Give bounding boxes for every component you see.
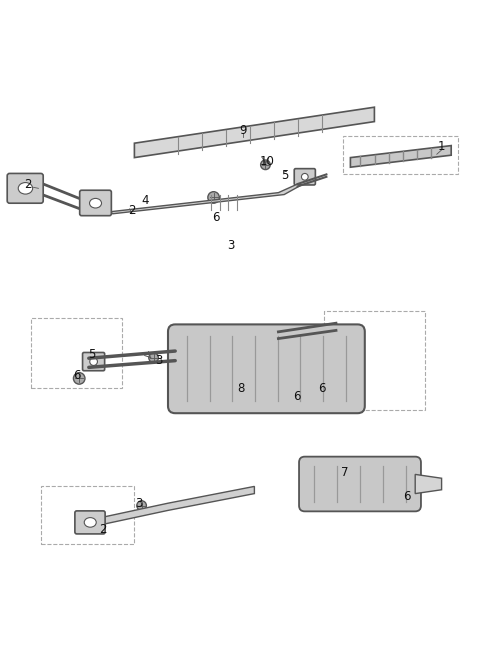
Text: 2: 2 [99,523,107,536]
Circle shape [301,173,308,180]
Circle shape [289,390,301,401]
Text: 8: 8 [237,382,245,395]
FancyBboxPatch shape [168,325,365,413]
Circle shape [208,192,219,203]
Text: 6: 6 [73,369,81,382]
Ellipse shape [18,182,33,194]
FancyBboxPatch shape [294,169,315,185]
Text: 6: 6 [293,390,300,403]
Circle shape [103,195,108,201]
FancyBboxPatch shape [75,511,105,534]
Ellipse shape [84,518,96,527]
Circle shape [33,179,39,186]
Text: 6: 6 [403,491,411,503]
Text: 1: 1 [438,140,445,153]
Circle shape [73,373,85,384]
Polygon shape [109,184,301,214]
Text: 3: 3 [227,239,234,252]
Text: 10: 10 [260,155,274,169]
Text: 5: 5 [281,169,289,182]
Text: 4: 4 [141,194,149,207]
Polygon shape [415,474,442,493]
Ellipse shape [90,198,102,208]
Text: 9: 9 [240,124,247,136]
Text: 6: 6 [318,382,325,396]
Text: 3: 3 [135,497,143,510]
Text: 6: 6 [212,211,219,224]
Circle shape [261,160,270,170]
FancyBboxPatch shape [83,352,105,371]
Circle shape [11,191,18,197]
Circle shape [137,501,146,510]
Text: -: - [284,167,287,176]
FancyBboxPatch shape [80,190,111,216]
Polygon shape [134,107,374,157]
FancyBboxPatch shape [7,173,43,203]
Circle shape [83,205,88,211]
Text: 5: 5 [88,348,96,361]
Text: 3: 3 [155,354,162,367]
Circle shape [313,382,325,394]
Text: 2: 2 [128,204,136,217]
Circle shape [149,353,158,363]
Circle shape [90,358,97,365]
Polygon shape [350,146,451,167]
Circle shape [400,485,411,496]
Polygon shape [96,486,254,525]
Text: 2: 2 [24,178,32,190]
Text: 7: 7 [341,466,348,478]
FancyBboxPatch shape [299,457,421,512]
